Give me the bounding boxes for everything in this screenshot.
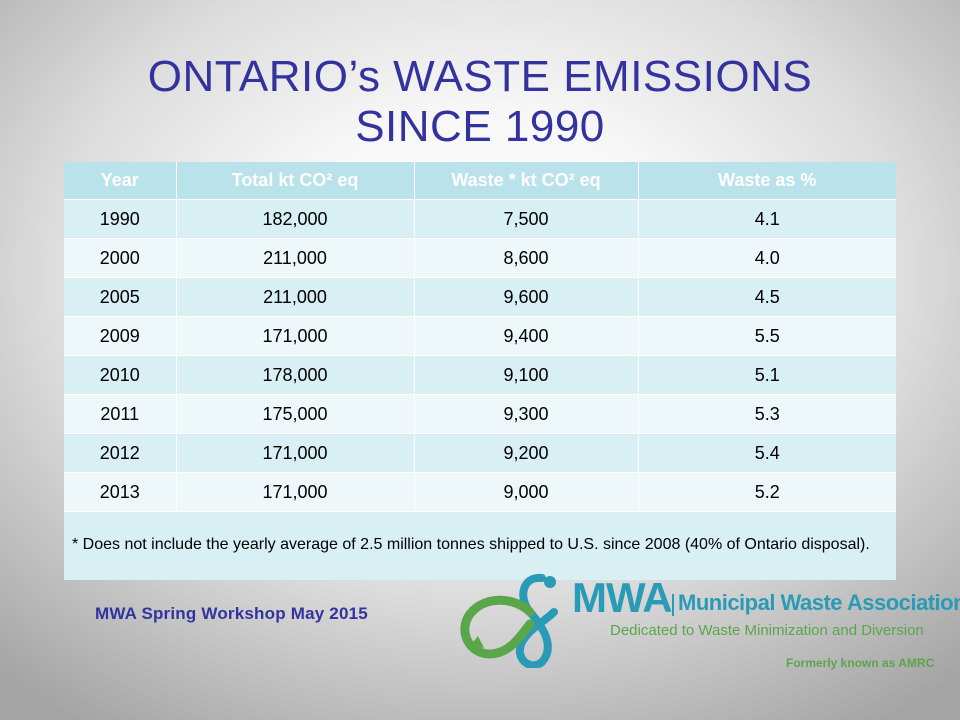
cell-total: 171,000 (176, 472, 415, 512)
cell-percent: 4.1 (638, 199, 896, 239)
table-body: 1990 182,000 7,500 4.1 2000 211,000 8,60… (64, 199, 896, 580)
workshop-footer: MWA Spring Workshop May 2015 (95, 604, 368, 623)
cell-year: 2000 (64, 238, 177, 278)
table-footnote: * Does not include the yearly average of… (64, 511, 896, 580)
cell-percent: 5.1 (638, 355, 896, 395)
cell-year: 2011 (64, 394, 177, 434)
cell-year: 2010 (64, 355, 177, 395)
cell-year: 2009 (64, 316, 177, 356)
logo-separator (672, 594, 674, 616)
cell-percent: 4.0 (638, 238, 896, 278)
table-row: 2009 171,000 9,400 5.5 (64, 316, 896, 356)
cell-percent: 5.5 (638, 316, 896, 356)
table-row: 2012 171,000 9,200 5.4 (64, 433, 896, 473)
cell-waste: 7,500 (414, 199, 639, 239)
cell-waste: 9,400 (414, 316, 639, 356)
cell-waste: 9,100 (414, 355, 639, 395)
header-waste-percent: Waste as % (638, 162, 896, 200)
cell-percent: 4.5 (638, 277, 896, 317)
cell-total: 178,000 (176, 355, 415, 395)
emissions-table-container: Year Total kt CO² eq Waste * kt CO² eq W… (64, 162, 896, 580)
cell-waste: 8,600 (414, 238, 639, 278)
table-row: 2005 211,000 9,600 4.5 (64, 277, 896, 317)
table-header-row: Year Total kt CO² eq Waste * kt CO² eq W… (64, 162, 896, 200)
header-total: Total kt CO² eq (176, 162, 415, 200)
table-row: 1990 182,000 7,500 4.1 (64, 199, 896, 239)
logo-formerly: Formerly known as AMRC (786, 656, 935, 670)
logo-name: Municipal Waste Association (678, 590, 960, 615)
cell-year: 2005 (64, 277, 177, 317)
cell-total: 182,000 (176, 199, 415, 239)
logo-acronym: MWA (572, 574, 673, 621)
header-year: Year (64, 162, 177, 200)
header-waste: Waste * kt CO² eq (414, 162, 639, 200)
logo-tagline: Dedicated to Waste Minimization and Dive… (610, 622, 924, 639)
cell-percent: 5.2 (638, 472, 896, 512)
cell-total: 211,000 (176, 277, 415, 317)
cell-waste: 9,200 (414, 433, 639, 473)
slide-title-line2: SINCE 1990 (355, 102, 605, 151)
table-row: 2010 178,000 9,100 5.1 (64, 355, 896, 395)
cell-total: 175,000 (176, 394, 415, 434)
table-row: 2013 171,000 9,000 5.2 (64, 472, 896, 512)
cell-waste: 9,000 (414, 472, 639, 512)
cell-percent: 5.3 (638, 394, 896, 434)
cell-percent: 5.4 (638, 433, 896, 473)
cell-year: 2013 (64, 472, 177, 512)
cell-year: 2012 (64, 433, 177, 473)
mwa-logo: MWA Municipal Waste Association Dedicate… (456, 572, 960, 692)
table-row: 2011 175,000 9,300 5.3 (64, 394, 896, 434)
emissions-table: Year Total kt CO² eq Waste * kt CO² eq W… (64, 162, 896, 580)
slide-title: ONTARIO’s WASTE EMISSIONS SINCE 1990 (60, 52, 900, 152)
cell-waste: 9,300 (414, 394, 639, 434)
table-row: 2000 211,000 8,600 4.0 (64, 238, 896, 278)
mwa-ribbon-logo-icon (460, 573, 558, 668)
cell-total: 171,000 (176, 316, 415, 356)
slide-title-line1: ONTARIO’s WASTE EMISSIONS (147, 52, 813, 101)
footnote-row: * Does not include the yearly average of… (64, 511, 896, 580)
cell-total: 171,000 (176, 433, 415, 473)
cell-year: 1990 (64, 199, 177, 239)
cell-total: 211,000 (176, 238, 415, 278)
cell-waste: 9,600 (414, 277, 639, 317)
table-header: Year Total kt CO² eq Waste * kt CO² eq W… (64, 162, 896, 200)
